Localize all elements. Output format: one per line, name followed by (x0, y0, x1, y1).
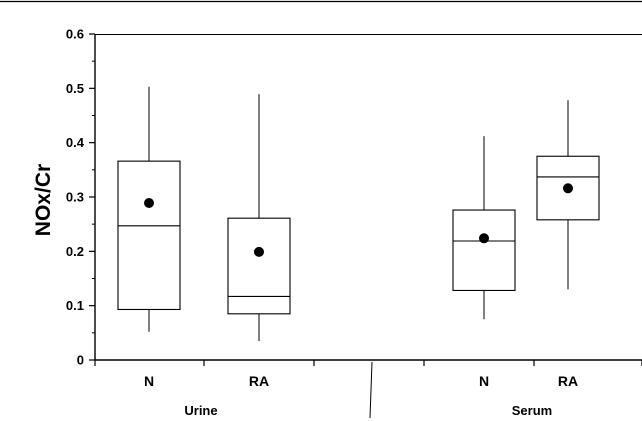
box (227, 217, 291, 315)
plot-area: 0 0.1 0.2 0.3 0.4 0.5 0.6 Urine N RA Serum N RA (66, 27, 642, 419)
mean-marker (563, 183, 573, 194)
y-tick-label: 0.5 (66, 81, 84, 96)
y-tick-label: 0.6 (66, 27, 84, 42)
category-label: RA (249, 373, 269, 389)
box (452, 209, 516, 292)
mean-marker (479, 233, 489, 244)
group-label: Urine (184, 403, 217, 418)
group-divider (369, 361, 373, 419)
mean-marker (144, 197, 154, 208)
group-label: Serum (512, 403, 552, 418)
box (117, 160, 181, 311)
box (536, 155, 600, 221)
category-label: N (144, 373, 154, 389)
y-tick-label: 0 (77, 353, 84, 368)
y-tick-label: 0.3 (66, 190, 84, 205)
y-axis-title: NOx/Cr (32, 164, 55, 236)
y-tick-label: 0.2 (66, 244, 84, 259)
category-label: RA (558, 373, 578, 389)
y-tick-label: 0.1 (66, 298, 84, 313)
category-label: N (479, 373, 489, 389)
mean-marker (254, 246, 264, 257)
y-tick-label: 0.4 (66, 135, 85, 150)
